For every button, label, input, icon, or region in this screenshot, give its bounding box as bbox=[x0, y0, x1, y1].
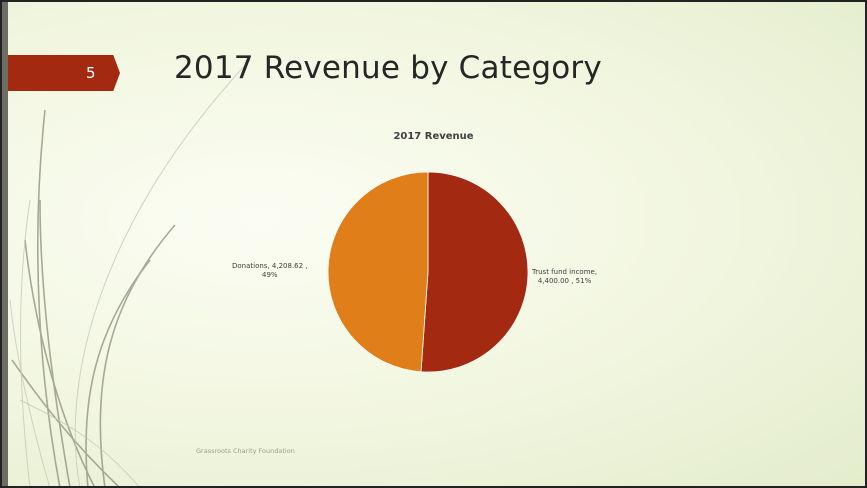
frond-decoration bbox=[9, 59, 251, 488]
donations-label-line2: 49% bbox=[261, 271, 278, 279]
trust-fund-data-label: Trust fund income, 4,400.00 , 51% bbox=[532, 268, 597, 286]
slide-title: 2017 Revenue by Category bbox=[174, 50, 602, 86]
chart-title: 2017 Revenue bbox=[393, 131, 474, 142]
left-accent-bar bbox=[0, 0, 8, 488]
footer-text: Grassroots Charity Foundation bbox=[196, 447, 295, 455]
slide-number: 5 bbox=[86, 64, 96, 82]
pie-slice-donations bbox=[327, 171, 429, 373]
pie-slice-trust-fund-income bbox=[420, 171, 529, 373]
trust-label-line2: 4,400.00 , 51% bbox=[537, 277, 592, 285]
donations-data-label: Donations, 4,208.62 , 49% bbox=[232, 262, 308, 280]
trust-label-line1: Trust fund income, bbox=[532, 268, 598, 276]
slide-number-tab: 5 bbox=[8, 55, 120, 91]
donations-label-line1: Donations, 4,208.62 , bbox=[232, 262, 308, 270]
